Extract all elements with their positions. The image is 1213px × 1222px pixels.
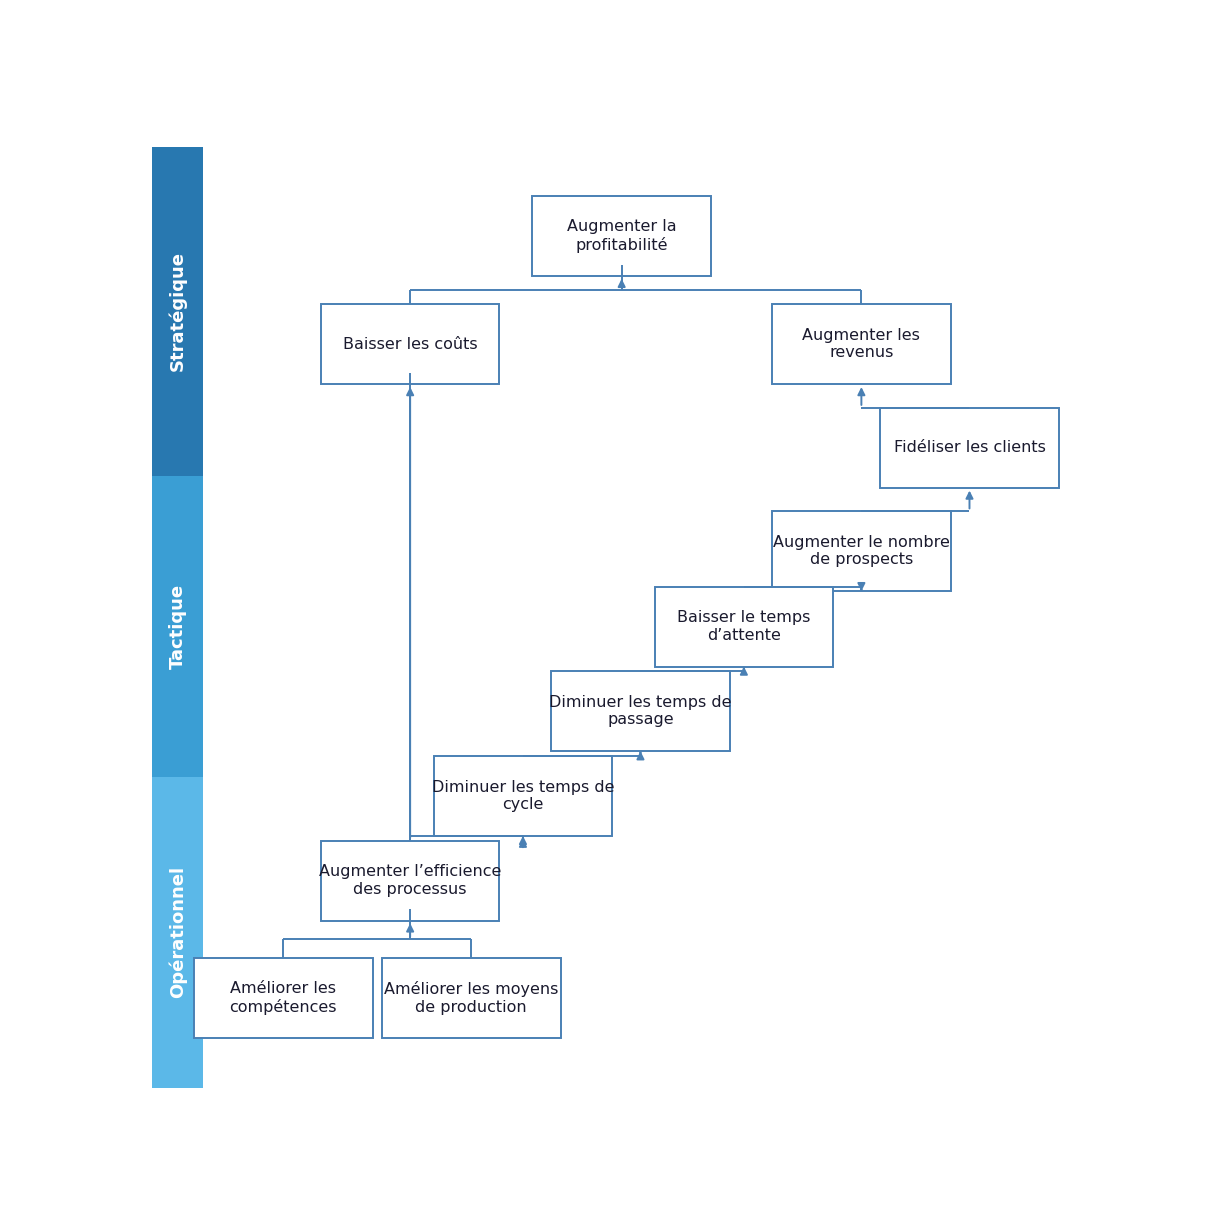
FancyBboxPatch shape — [321, 841, 500, 920]
Bar — [152, 147, 204, 477]
Text: Augmenter la
profitabilité: Augmenter la profitabilité — [566, 219, 677, 253]
Text: Augmenter les
revenus: Augmenter les revenus — [803, 327, 921, 360]
FancyBboxPatch shape — [773, 511, 951, 591]
FancyBboxPatch shape — [194, 958, 372, 1039]
Text: Tactique: Tactique — [169, 584, 187, 670]
Text: Baisser le temps
d’attente: Baisser le temps d’attente — [677, 610, 810, 643]
FancyBboxPatch shape — [382, 958, 560, 1039]
Text: Stratégique: Stratégique — [169, 252, 187, 371]
Text: Améliorer les
compétences: Améliorer les compétences — [229, 981, 337, 1015]
FancyBboxPatch shape — [551, 671, 730, 752]
FancyBboxPatch shape — [881, 408, 1059, 488]
Text: Baisser les coûts: Baisser les coûts — [343, 337, 478, 352]
Bar — [152, 477, 204, 777]
Text: Augmenter l’efficience
des processus: Augmenter l’efficience des processus — [319, 864, 501, 897]
FancyBboxPatch shape — [773, 304, 951, 384]
Text: Diminuer les temps de
passage: Diminuer les temps de passage — [549, 695, 731, 727]
Bar — [152, 777, 204, 1088]
FancyBboxPatch shape — [655, 587, 833, 666]
Text: Opérationnel: Opérationnel — [169, 866, 187, 998]
FancyBboxPatch shape — [533, 196, 711, 276]
FancyBboxPatch shape — [434, 756, 613, 836]
Text: Augmenter le nombre
de prospects: Augmenter le nombre de prospects — [773, 535, 950, 567]
Text: Améliorer les moyens
de production: Améliorer les moyens de production — [385, 981, 558, 1015]
FancyBboxPatch shape — [321, 304, 500, 384]
Text: Diminuer les temps de
cycle: Diminuer les temps de cycle — [432, 780, 614, 813]
Text: Fidéliser les clients: Fidéliser les clients — [894, 440, 1046, 456]
